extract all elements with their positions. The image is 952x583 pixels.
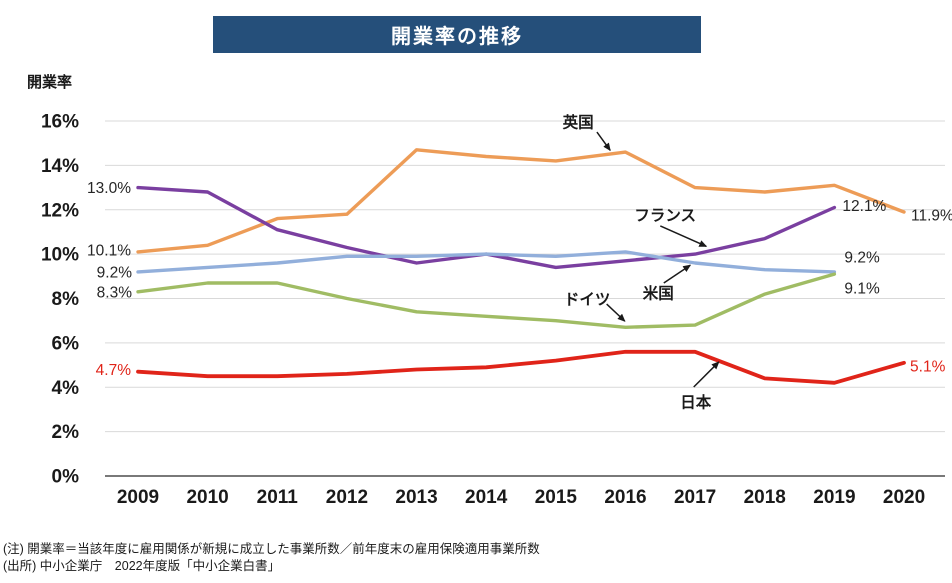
y-axis-unit-label: 開業率 [27,74,73,91]
y-tick-label: 6% [52,333,80,354]
x-tick-label: 2010 [186,487,228,508]
value-label-germany-first: 8.3% [97,284,133,301]
value-label-japan-last: 5.1% [910,358,946,375]
y-tick-label: 8% [52,289,80,310]
x-tick-label: 2020 [883,487,925,508]
x-tick-label: 2011 [257,487,299,508]
value-label-france-last: 12.1% [842,198,886,215]
series-line-germany [136,272,837,329]
chart-title: 開業率の推移 [391,26,523,48]
y-tick-label: 2% [52,422,80,443]
y-tick-label: 10% [41,245,79,266]
x-tick-label: 2014 [465,487,508,508]
country-label-japan: 日本 [680,393,712,412]
value-label-germany-last: 9.1% [844,281,880,298]
x-tick-label: 2015 [535,487,578,508]
x-tick-label: 2009 [117,487,159,508]
x-tick-label: 2013 [395,487,437,508]
y-tick-label: 14% [41,156,79,177]
annotation-arrow-uk [596,131,611,152]
footnotes: (注) 開業率＝当該年度に雇用関係が新規に成立した事業所数／前年度末の雇用保険適… [3,541,763,575]
country-label-france: フランス [634,208,696,225]
footnote-source: (出所) 中小企業庁 2022年度版「中小企業白書」 [3,558,281,573]
value-label-uk-last: 11.9% [911,207,952,224]
series-line-japan [136,349,906,385]
tick-layer: 0% 2% 4% 6% 8% 10% 12% 14% 16% 2009 2010 2011 2012 20… [41,112,925,509]
annotation-arrow-germany [606,303,626,322]
value-label-layer: 10.1% 11.9% 13.0% 12.1% 9.2% 9.2% 8.3% 9.1% 4.7%… [87,180,952,379]
x-tick-label: 2012 [326,487,368,508]
value-label-france-first: 13.0% [87,180,131,197]
x-tick-label: 2019 [813,487,855,508]
series-layer [136,148,906,385]
y-tick-label: 0% [52,467,80,488]
series-line-us [136,250,837,274]
value-label-japan-first: 4.7% [96,362,132,379]
annotation-arrow-france [659,225,708,248]
footnote-note: (注) 開業率＝当該年度に雇用関係が新規に成立した事業所数／前年度末の雇用保険適… [3,542,540,556]
value-label-us-first: 9.2% [97,264,133,281]
y-tick-label: 12% [41,200,79,221]
x-tick-label: 2017 [674,487,716,508]
country-label-germany: ドイツ [564,291,611,308]
grid-layer [105,120,945,477]
chart-title-bar: 開業率の推移 [213,16,701,53]
x-tick-label: 2018 [744,487,786,508]
annotation-arrow-us [663,264,692,284]
value-label-us-last: 9.2% [844,249,880,266]
value-label-uk-first: 10.1% [87,242,131,259]
country-label-us: 米国 [643,283,674,302]
x-tick-label: 2016 [604,487,646,508]
country-label-uk: 英国 [562,113,594,132]
annotation-arrow-japan [693,361,720,388]
y-tick-label: 16% [41,112,79,133]
y-tick-label: 4% [52,378,80,399]
